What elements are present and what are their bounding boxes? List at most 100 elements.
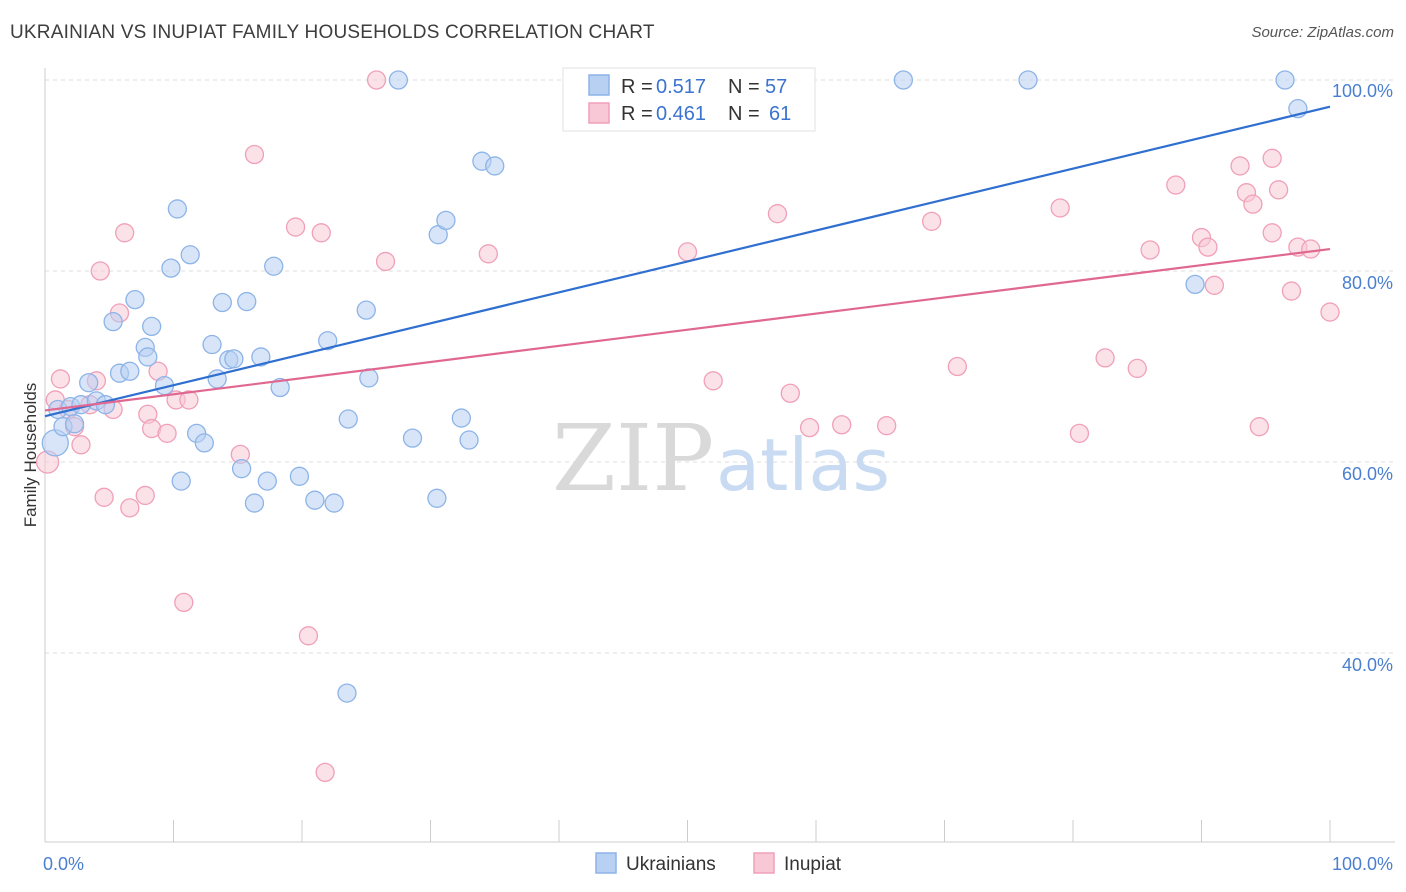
ukrainians-point bbox=[125, 289, 145, 310]
inupiat-point bbox=[311, 223, 331, 243]
watermark-atlas: atlas bbox=[716, 423, 890, 507]
x-tick-label: 100.0% bbox=[1332, 854, 1393, 874]
inupiat-point bbox=[135, 485, 155, 506]
x-tick-label: 0.0% bbox=[43, 854, 84, 874]
inupiat-point bbox=[1095, 348, 1115, 368]
ukrainians-point bbox=[264, 256, 284, 276]
inupiat-point bbox=[1204, 275, 1224, 295]
ukrainians-point bbox=[138, 347, 158, 367]
watermark-zip: ZIP bbox=[552, 405, 714, 512]
ukrainians-point bbox=[167, 199, 188, 219]
ukrainians-point bbox=[171, 471, 191, 491]
ukrainians-point bbox=[79, 373, 99, 393]
ukrainians-point bbox=[451, 408, 471, 428]
ukrainians-point bbox=[318, 331, 338, 351]
ukrainians-point bbox=[436, 210, 456, 231]
inupiat-point bbox=[375, 251, 396, 272]
inupiat-point bbox=[50, 369, 71, 389]
legend-n-value-inupiat: 61 bbox=[769, 103, 791, 125]
legend-swatch-ukrainians bbox=[588, 74, 610, 96]
legend-r-value-inupiat: 0.461 bbox=[656, 103, 706, 125]
inupiat-point bbox=[922, 211, 942, 231]
ukrainians-point bbox=[459, 430, 479, 450]
ukrainians-point bbox=[224, 349, 244, 369]
inupiat-point bbox=[1140, 240, 1160, 260]
inupiat-point bbox=[244, 144, 265, 165]
ukrainians-point bbox=[202, 334, 222, 355]
ukrainians-point bbox=[338, 409, 358, 429]
legend-r-label-ukrainians: R = bbox=[621, 76, 653, 98]
legend-r-value-ukrainians: 0.517 bbox=[656, 76, 706, 98]
bottom-legend-swatch-inupiat bbox=[753, 852, 775, 874]
y-tick-label: 80.0% bbox=[1342, 273, 1393, 293]
inupiat-point bbox=[157, 423, 177, 444]
inupiat-point bbox=[285, 217, 306, 237]
inupiat-point bbox=[179, 390, 199, 410]
inupiat-point bbox=[1268, 180, 1289, 200]
ukrainians-point bbox=[485, 156, 505, 176]
bottom-legend-swatch-ukrainians bbox=[595, 852, 617, 874]
legend-swatch-inupiat bbox=[588, 102, 610, 124]
legend-r-label-inupiat: R = bbox=[621, 103, 653, 125]
inupiat-point bbox=[298, 626, 319, 646]
ukrainians-point bbox=[270, 377, 290, 398]
y-axis-title: Family Households bbox=[21, 383, 40, 528]
inupiat-point bbox=[1301, 239, 1321, 259]
inupiat-point bbox=[799, 417, 820, 438]
tick-labels: 40.0% 60.0% 80.0% 100.0% 0.0% 100.0% bbox=[43, 81, 1393, 874]
inupiat-point bbox=[120, 498, 140, 518]
chart-title: UKRAINIAN VS INUPIAT FAMILY HOUSEHOLDS C… bbox=[10, 22, 655, 43]
inupiat-point bbox=[947, 356, 967, 377]
ukrainians-point bbox=[120, 361, 140, 381]
ukrainians-point bbox=[427, 488, 447, 508]
y-tick-label: 100.0% bbox=[1332, 81, 1393, 101]
trend-lines bbox=[44, 105, 1331, 418]
ukrainians-point bbox=[237, 291, 257, 312]
inupiat-point bbox=[478, 244, 498, 264]
inupiat-point bbox=[767, 204, 788, 224]
inupiat-point bbox=[1069, 423, 1090, 444]
inupiat-point bbox=[1249, 417, 1269, 437]
ukrainians-point bbox=[1275, 70, 1295, 90]
ukrainians-point bbox=[1018, 70, 1038, 90]
ukrainians-point bbox=[289, 466, 310, 486]
inupiat-point bbox=[832, 415, 852, 435]
inupiat-point bbox=[71, 435, 91, 455]
inupiat-point bbox=[1243, 194, 1263, 214]
ukrainians-point bbox=[231, 459, 252, 479]
ukrainians-point bbox=[180, 245, 200, 265]
watermark: ZIP atlas bbox=[552, 405, 890, 512]
y-tick-label: 60.0% bbox=[1342, 464, 1393, 484]
ukrainians-point bbox=[893, 70, 914, 90]
inupiat-point bbox=[1166, 175, 1186, 195]
ukrainians-point bbox=[194, 433, 214, 453]
ukrainians-point bbox=[64, 414, 85, 434]
series-ukrainians-points bbox=[41, 70, 1308, 703]
ukrainians-point bbox=[359, 368, 379, 388]
ukrainians-point bbox=[161, 258, 181, 278]
legend-n-label-ukrainians: N = bbox=[728, 76, 760, 98]
ukrainians-point bbox=[212, 292, 232, 313]
ukrainians-point bbox=[402, 428, 423, 448]
correlation-legend: R = 0.517 N = 57 R = 0.461 N = 61 bbox=[562, 67, 816, 132]
inupiat-point bbox=[1320, 302, 1340, 322]
y-tick-label: 40.0% bbox=[1342, 655, 1393, 675]
ukrainians-point bbox=[103, 311, 123, 332]
legend-n-value-ukrainians: 57 bbox=[765, 76, 787, 98]
inupiat-point bbox=[1262, 148, 1282, 168]
inupiat-point bbox=[366, 70, 387, 90]
inupiat-point bbox=[1127, 358, 1147, 379]
inupiat-point bbox=[703, 371, 723, 391]
ukrainians-point bbox=[251, 347, 271, 367]
inupiat-point bbox=[1262, 223, 1282, 243]
inupiat-point bbox=[174, 592, 194, 613]
inupiat-point bbox=[877, 416, 897, 436]
source-label: Source: ZipAtlas.com bbox=[1251, 24, 1394, 41]
inupiat-point bbox=[94, 487, 114, 507]
ukrainians-trend-line bbox=[44, 105, 1331, 418]
inupiat-point bbox=[677, 242, 698, 262]
bottom-legend-label-ukrainians: Ukrainians bbox=[626, 854, 716, 875]
inupiat-point bbox=[780, 383, 800, 403]
ukrainians-point bbox=[388, 70, 409, 90]
